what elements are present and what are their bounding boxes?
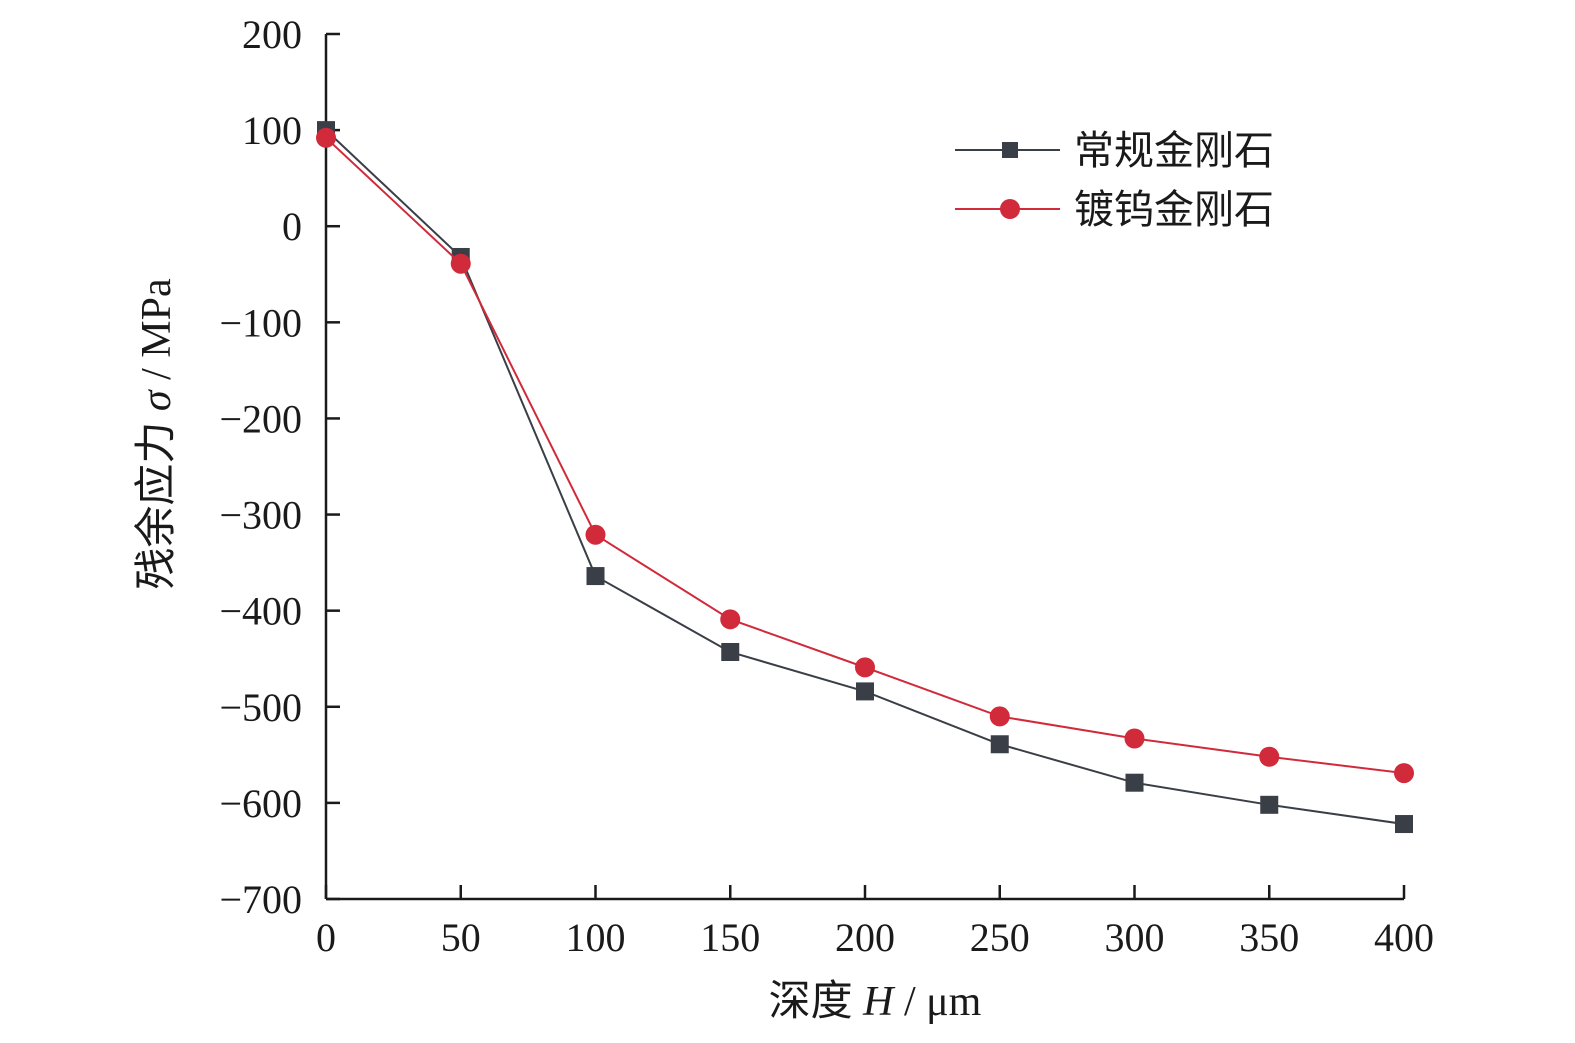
x-tick-label: 100: [566, 915, 626, 960]
x-tick-label: 300: [1105, 915, 1165, 960]
data-point-circle: [855, 657, 875, 678]
legend-marker-circle: [1000, 199, 1020, 219]
y-tick-label: −100: [219, 300, 302, 345]
y-tick-label: 200: [242, 12, 302, 57]
y-tick-label: −300: [219, 493, 302, 538]
y-tick-label: 0: [282, 204, 302, 249]
y-tick-label: 100: [242, 108, 302, 153]
y-tick-label: −700: [219, 877, 302, 922]
x-tick-label: 200: [835, 915, 895, 960]
x-tick-label: 400: [1374, 915, 1434, 960]
data-point-square: [1125, 773, 1144, 792]
legend-label: 镀钨金刚石: [1074, 187, 1274, 233]
x-tick-label: 50: [441, 915, 481, 960]
x-tick-label: 0: [316, 915, 336, 960]
y-tick-label: −500: [219, 685, 302, 730]
y-tick-label: −600: [219, 781, 302, 826]
y-tick-label: −400: [219, 589, 302, 634]
data-point-square: [1395, 815, 1413, 834]
data-point-square: [1260, 795, 1279, 814]
series-line-2: [325, 137, 1405, 775]
data-point-circle: [585, 524, 606, 545]
legend-label: 常规金刚石: [1074, 128, 1274, 174]
data-point-square: [721, 642, 740, 661]
data-point-circle: [989, 706, 1010, 727]
x-axis-title: 深度 H / μm: [769, 979, 982, 1025]
series-line-1: [325, 129, 1405, 826]
data-point-circle: [1124, 728, 1145, 749]
data-point-circle: [450, 253, 471, 274]
x-tick-label: 350: [1239, 915, 1299, 960]
data-point-square: [990, 735, 1009, 754]
y-axis-title: 残余应力 σ / MPa: [133, 278, 180, 590]
data-point-square: [856, 682, 874, 701]
series-layer: [316, 121, 1414, 834]
data-point-circle: [1394, 763, 1414, 784]
y-tick-label: −200: [219, 396, 302, 441]
data-point-circle: [1259, 746, 1280, 767]
data-point-square: [586, 567, 605, 586]
y-ticks: 200 100 0 −100 −200 −300 −400 −500 −600 −700: [219, 12, 340, 922]
data-point-circle: [720, 609, 741, 630]
x-tick-label: 150: [700, 915, 760, 960]
data-point-circle: [316, 127, 336, 148]
legend-marker-square: [1002, 142, 1018, 158]
x-ticks: 0 50 100 150 200 250 300 350 400: [316, 885, 1434, 960]
x-tick-label: 250: [970, 915, 1030, 960]
